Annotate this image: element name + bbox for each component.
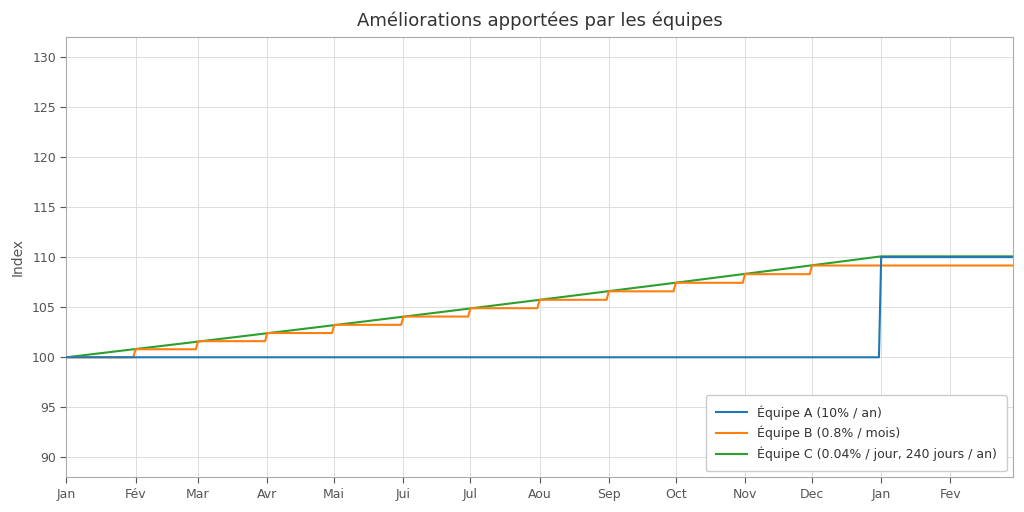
Équipe A (10% / an): [1007, 254, 1019, 260]
Y-axis label: Index: Index: [11, 238, 26, 276]
Équipe A (10% / an): [60, 354, 73, 360]
Équipe A (10% / an): [163, 354, 175, 360]
Équipe C (0.04% / jour, 240 jours / an): [1007, 253, 1019, 260]
Équipe B (0.8% / mois): [458, 313, 470, 319]
Équipe B (0.8% / mois): [806, 263, 818, 269]
Équipe A (10% / an): [257, 354, 269, 360]
Title: Améliorations apportées par les équipes: Améliorations apportées par les équipes: [356, 11, 723, 30]
Équipe C (0.04% / jour, 240 jours / an): [60, 354, 73, 360]
Équipe C (0.04% / jour, 240 jours / an): [127, 346, 139, 352]
Line: Équipe C (0.04% / jour, 240 jours / an): Équipe C (0.04% / jour, 240 jours / an): [67, 257, 1013, 357]
Équipe C (0.04% / jour, 240 jours / an): [458, 306, 470, 312]
Équipe C (0.04% / jour, 240 jours / an): [541, 296, 553, 302]
Line: Équipe A (10% / an): Équipe A (10% / an): [67, 257, 1013, 357]
Équipe B (0.8% / mois): [541, 297, 553, 303]
Équipe B (0.8% / mois): [60, 354, 73, 360]
Équipe B (0.8% / mois): [766, 271, 778, 278]
Équipe A (10% / an): [458, 354, 470, 360]
Équipe B (0.8% / mois): [163, 346, 175, 352]
Équipe A (10% / an): [127, 354, 139, 360]
Équipe C (0.04% / jour, 240 jours / an): [766, 267, 778, 273]
Équipe A (10% / an): [876, 254, 888, 260]
Équipe C (0.04% / jour, 240 jours / an): [163, 342, 175, 348]
Legend: Équipe A (10% / an), Équipe B (0.8% / mois), Équipe C (0.04% / jour, 240 jours /: Équipe A (10% / an), Équipe B (0.8% / mo…: [706, 395, 1007, 471]
Équipe B (0.8% / mois): [127, 354, 139, 360]
Équipe A (10% / an): [766, 354, 778, 360]
Équipe A (10% / an): [541, 354, 553, 360]
Équipe B (0.8% / mois): [1007, 263, 1019, 269]
Équipe C (0.04% / jour, 240 jours / an): [257, 331, 269, 337]
Line: Équipe B (0.8% / mois): Équipe B (0.8% / mois): [67, 266, 1013, 357]
Équipe C (0.04% / jour, 240 jours / an): [876, 253, 888, 260]
Équipe B (0.8% / mois): [257, 338, 269, 344]
